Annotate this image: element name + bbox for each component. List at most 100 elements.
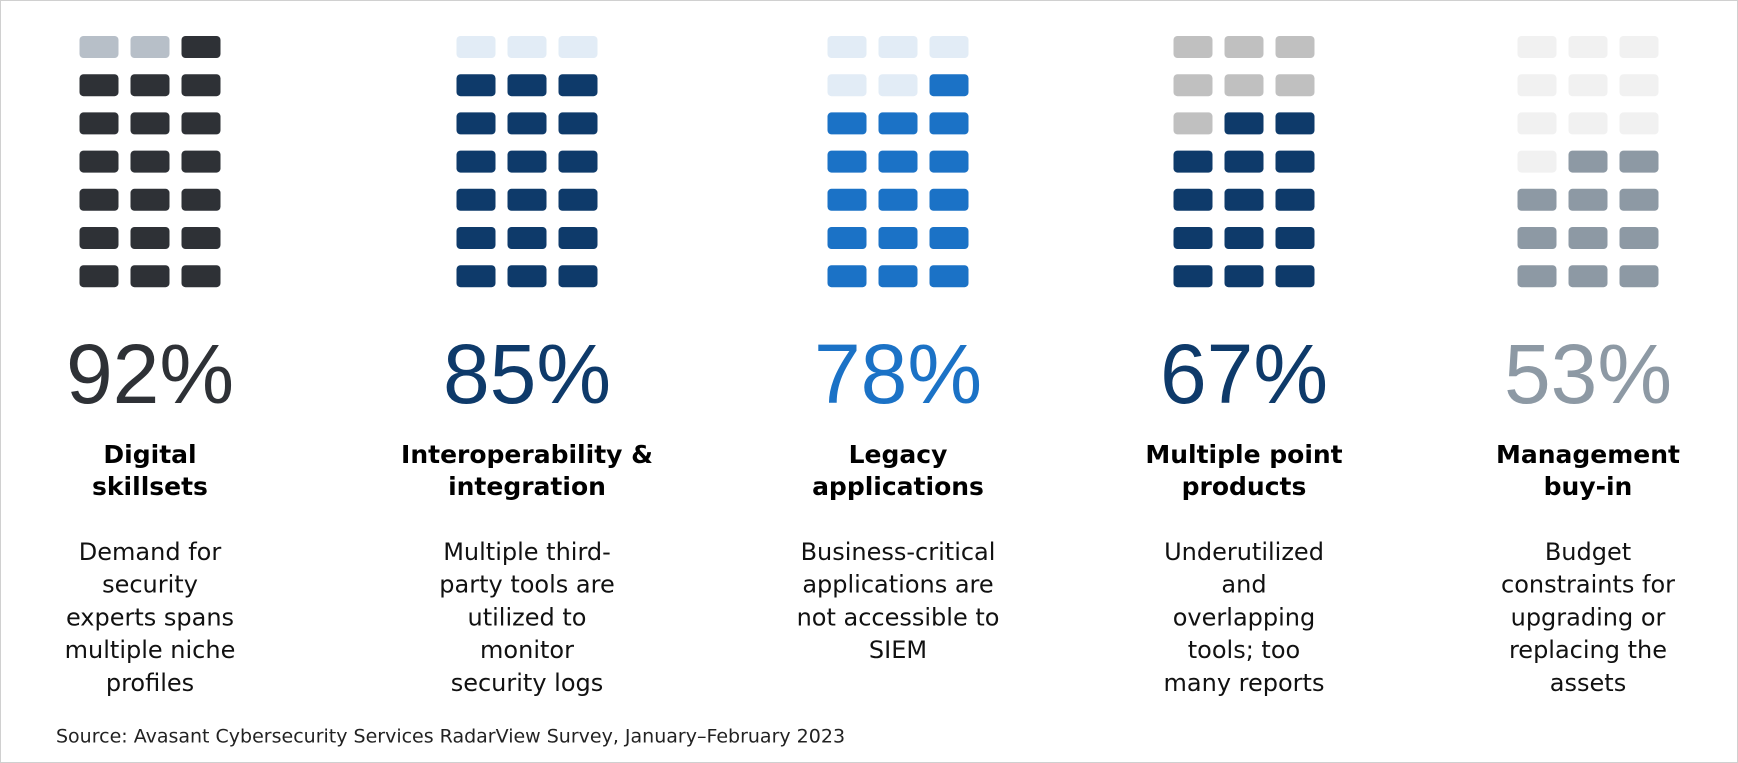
waffle-cell-empty bbox=[1568, 112, 1608, 135]
waffle-cell-filled bbox=[1568, 265, 1608, 288]
waffle-cell-filled bbox=[1619, 150, 1659, 173]
waffle-cell-empty bbox=[1517, 74, 1557, 97]
waffle-cell-filled bbox=[507, 150, 547, 173]
waffle-cell-filled bbox=[878, 265, 918, 288]
waffle-cell-filled bbox=[181, 112, 221, 135]
waffle-cell-filled bbox=[1619, 265, 1659, 288]
waffle-cell-empty bbox=[1619, 112, 1659, 135]
waffle-cell-filled bbox=[456, 150, 496, 173]
waffle-cell-filled bbox=[1619, 188, 1659, 211]
waffle-cell-filled bbox=[181, 36, 221, 58]
waffle-cell-filled bbox=[1619, 227, 1659, 249]
waffle-cell-filled bbox=[827, 112, 867, 135]
waffle-cell-filled bbox=[1224, 227, 1264, 249]
waffle-cell-filled bbox=[181, 188, 221, 211]
waffle-cell-filled bbox=[507, 74, 547, 97]
waffle-cell-filled bbox=[456, 188, 496, 211]
waffle-cell-filled bbox=[1517, 265, 1557, 288]
waffle-cell-filled bbox=[1173, 227, 1213, 249]
waffle-cell-filled bbox=[1224, 188, 1264, 211]
description: Business-critical bbox=[801, 538, 996, 566]
waffle-cell-filled bbox=[558, 227, 598, 249]
waffle-cell-filled bbox=[558, 150, 598, 173]
waffle-cell-filled bbox=[130, 265, 170, 288]
category-title: Management bbox=[1496, 440, 1680, 469]
waffle-cell-filled bbox=[456, 227, 496, 249]
waffle-cell-filled bbox=[79, 265, 119, 288]
waffle-cell-empty bbox=[1568, 36, 1608, 58]
category-title: buy-in bbox=[1544, 472, 1633, 501]
description: utilized to bbox=[468, 603, 587, 631]
waffle-cell-filled bbox=[1173, 188, 1213, 211]
waffle-cell-empty bbox=[456, 36, 496, 58]
waffle-cell-filled bbox=[1275, 227, 1315, 249]
description: experts spans bbox=[66, 603, 234, 631]
source-note: Source: Avasant Cybersecurity Services R… bbox=[56, 726, 845, 748]
waffle-cell-filled bbox=[1568, 227, 1608, 249]
waffle-cell-filled bbox=[1568, 188, 1608, 211]
waffle-cell-empty bbox=[507, 36, 547, 58]
waffle-cell-empty bbox=[878, 36, 918, 58]
percent-label: 85% bbox=[443, 327, 611, 421]
waffle-cell-filled bbox=[1517, 188, 1557, 211]
waffle-cell-filled bbox=[130, 188, 170, 211]
category-title: Legacy bbox=[849, 440, 948, 469]
waffle-cell-empty bbox=[1173, 112, 1213, 135]
percent-label: 67% bbox=[1160, 327, 1328, 421]
category-title: Interoperability & bbox=[401, 440, 653, 469]
category-title: integration bbox=[448, 472, 606, 501]
waffle-cell-filled bbox=[79, 112, 119, 135]
waffle-cell-filled bbox=[1568, 150, 1608, 173]
waffle-cell-empty bbox=[130, 36, 170, 58]
waffle-cell-filled bbox=[558, 112, 598, 135]
waffle-cell-filled bbox=[558, 188, 598, 211]
waffle-cell-empty bbox=[1517, 36, 1557, 58]
waffle-cell-filled bbox=[181, 265, 221, 288]
percent-label: 92% bbox=[66, 327, 234, 421]
waffle-cell-filled bbox=[181, 150, 221, 173]
waffle-cell-empty bbox=[1224, 74, 1264, 97]
waffle-cell-empty bbox=[1173, 36, 1213, 58]
description: party tools are bbox=[439, 571, 614, 599]
waffle-cell-empty bbox=[558, 36, 598, 58]
description: SIEM bbox=[869, 636, 927, 664]
waffle-cell-filled bbox=[878, 112, 918, 135]
waffle-cell-filled bbox=[79, 227, 119, 249]
waffle-cell-filled bbox=[456, 112, 496, 135]
description: monitor bbox=[480, 636, 574, 664]
waffle-cell-empty bbox=[827, 74, 867, 97]
description: constraints for bbox=[1501, 571, 1675, 599]
waffle-cell-filled bbox=[929, 188, 969, 211]
waffle-cell-filled bbox=[1275, 265, 1315, 288]
waffle-cell-filled bbox=[929, 150, 969, 173]
description: assets bbox=[1550, 669, 1626, 697]
description: replacing the bbox=[1509, 636, 1667, 664]
waffle-cell-empty bbox=[878, 74, 918, 97]
waffle-cell-filled bbox=[558, 74, 598, 97]
waffle-cell-filled bbox=[130, 112, 170, 135]
waffle-cell-filled bbox=[507, 265, 547, 288]
waffle-cell-filled bbox=[507, 188, 547, 211]
waffle-cell-filled bbox=[79, 74, 119, 97]
waffle-cell-filled bbox=[827, 188, 867, 211]
description: applications are bbox=[802, 571, 993, 599]
waffle-cell-filled bbox=[1517, 227, 1557, 249]
waffle-cell-filled bbox=[827, 265, 867, 288]
category-title: Multiple point bbox=[1145, 440, 1342, 469]
waffle-cell-empty bbox=[827, 36, 867, 58]
waffle-cell-filled bbox=[1275, 150, 1315, 173]
waffle-cell-empty bbox=[79, 36, 119, 58]
description: security logs bbox=[451, 669, 604, 697]
description: Budget bbox=[1545, 538, 1631, 566]
waffle-cell-filled bbox=[1224, 265, 1264, 288]
waffle-cell-filled bbox=[1275, 188, 1315, 211]
waffle-cell-filled bbox=[1224, 112, 1264, 135]
waffle-cell-filled bbox=[181, 74, 221, 97]
waffle-cell-filled bbox=[1224, 150, 1264, 173]
description: tools; too bbox=[1188, 636, 1300, 664]
waffle-cell-empty bbox=[1619, 36, 1659, 58]
category-title: skillsets bbox=[92, 472, 208, 501]
description: Multiple third- bbox=[443, 538, 611, 566]
waffle-cell-filled bbox=[929, 112, 969, 135]
